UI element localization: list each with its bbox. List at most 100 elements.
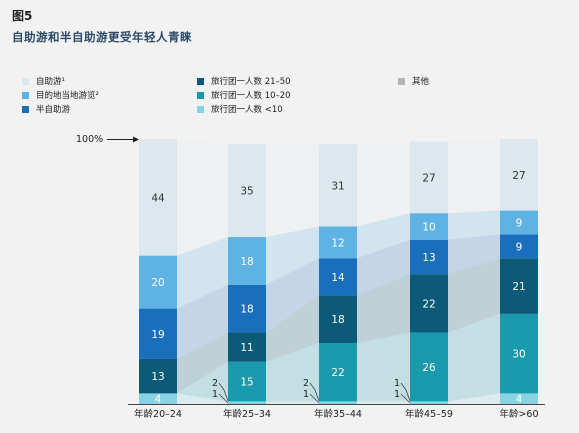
legend-label: 目的地当地游览² (36, 91, 99, 101)
bar-segment (500, 210, 538, 235)
legend-swatch (197, 106, 204, 113)
outside-data-label: 1 (394, 378, 400, 389)
leader-line (218, 393, 229, 404)
data-label: 31 (331, 180, 344, 192)
bar-segment (228, 144, 266, 238)
bar-segment (410, 401, 448, 404)
connector-band (177, 332, 228, 394)
legend-label: 半自助游 (36, 105, 71, 115)
data-label: 35 (240, 186, 253, 198)
connector-band (266, 258, 319, 333)
data-label: 21 (512, 281, 525, 293)
bar-segment (319, 295, 357, 344)
legend-label: 旅行团一人数 <10 (211, 105, 283, 115)
bar-segment (319, 226, 357, 259)
legend-label: 自助游¹ (36, 77, 65, 87)
bar-segment (500, 313, 538, 394)
leader-line (218, 382, 229, 402)
figure-number: 图5 (12, 9, 33, 23)
category-label: 年龄25–34 (223, 408, 271, 420)
connector-band (266, 226, 319, 285)
data-label: 27 (422, 172, 435, 184)
legend-label: 其他 (412, 77, 430, 87)
bar-segment (228, 284, 266, 333)
bar-segment (319, 401, 357, 404)
bar-segment (228, 332, 266, 362)
connector-band (266, 295, 319, 362)
data-label: 27 (512, 170, 525, 182)
category-label: 年龄20–24 (134, 408, 182, 420)
connector-band (357, 213, 410, 259)
connector-band (448, 258, 500, 333)
data-label: 19 (151, 329, 164, 341)
outside-data-label: 2 (303, 378, 309, 389)
bar-segment (319, 343, 357, 402)
bar-segment (500, 139, 538, 211)
connector-band (357, 401, 410, 404)
outside-data-label: 2 (212, 378, 218, 389)
data-label: 22 (422, 298, 435, 310)
data-label: 22 (331, 367, 344, 379)
connector-band (177, 237, 228, 309)
data-label: 4 (516, 394, 523, 406)
data-label: 18 (331, 314, 344, 326)
bar-segment (228, 237, 266, 285)
connector-band (448, 210, 500, 240)
legend-swatch (197, 78, 204, 85)
legend-swatch (22, 78, 29, 85)
legend-label: 旅行团一人数 21–50 (211, 77, 291, 87)
bar-segment (139, 139, 177, 256)
bar-segment (410, 274, 448, 333)
percent-label: 100% (76, 134, 103, 145)
bar-segment (319, 258, 357, 296)
data-label: 14 (331, 272, 345, 284)
leader-line (400, 393, 411, 404)
data-label: 9 (516, 217, 523, 229)
chart-title: 自助游和半自助游更受年轻人青睐 (12, 30, 192, 44)
bar-segment (228, 361, 266, 402)
legend-item-other: 其他 (398, 75, 429, 87)
connector-band (177, 139, 228, 256)
connector-band (177, 361, 228, 402)
bar-segment (500, 258, 538, 314)
data-label: 4 (155, 394, 162, 406)
outside-data-label: 1 (303, 389, 309, 400)
category-label: 年龄35–44 (314, 408, 362, 420)
data-label: 20 (151, 277, 164, 289)
data-label: 44 (151, 192, 165, 204)
connector-band (448, 313, 500, 402)
leader-line (309, 393, 320, 404)
data-label: 30 (512, 349, 525, 361)
legend-item-group-under-10: 旅行团一人数 <10 (197, 103, 283, 115)
data-label: 10 (422, 221, 435, 233)
leader-line (400, 382, 411, 402)
legend-item-self-guided: 自助游¹ (22, 75, 65, 87)
legend-swatch (197, 92, 204, 99)
percent-arrowhead (133, 136, 139, 143)
legend-swatch (398, 78, 405, 85)
data-label: 18 (240, 256, 253, 268)
leader-line (309, 382, 320, 402)
connector-band (357, 332, 410, 402)
data-label: 11 (240, 342, 253, 354)
category-label: 年龄>60 (499, 408, 538, 420)
bar-segment (500, 234, 538, 259)
bar-segment (410, 239, 448, 275)
connector-band (177, 393, 228, 404)
outside-data-label: 1 (394, 389, 400, 400)
connector-band (266, 343, 319, 402)
bar-segment (410, 141, 448, 214)
legend-item-local-tour: 目的地当地游览² (22, 89, 99, 101)
legend-label: 旅行团一人数 10–20 (211, 91, 291, 101)
bar-segment (139, 308, 177, 359)
category-label: 年龄45–59 (405, 408, 453, 420)
legend-swatch (22, 106, 29, 113)
connector-band (357, 239, 410, 296)
connector-band (448, 393, 500, 404)
bar-segment (139, 393, 177, 404)
bar-segment (319, 144, 357, 227)
legend-item-group-10-20: 旅行团一人数 10–20 (197, 89, 291, 101)
connector-band (266, 144, 319, 238)
connector-band (357, 274, 410, 344)
